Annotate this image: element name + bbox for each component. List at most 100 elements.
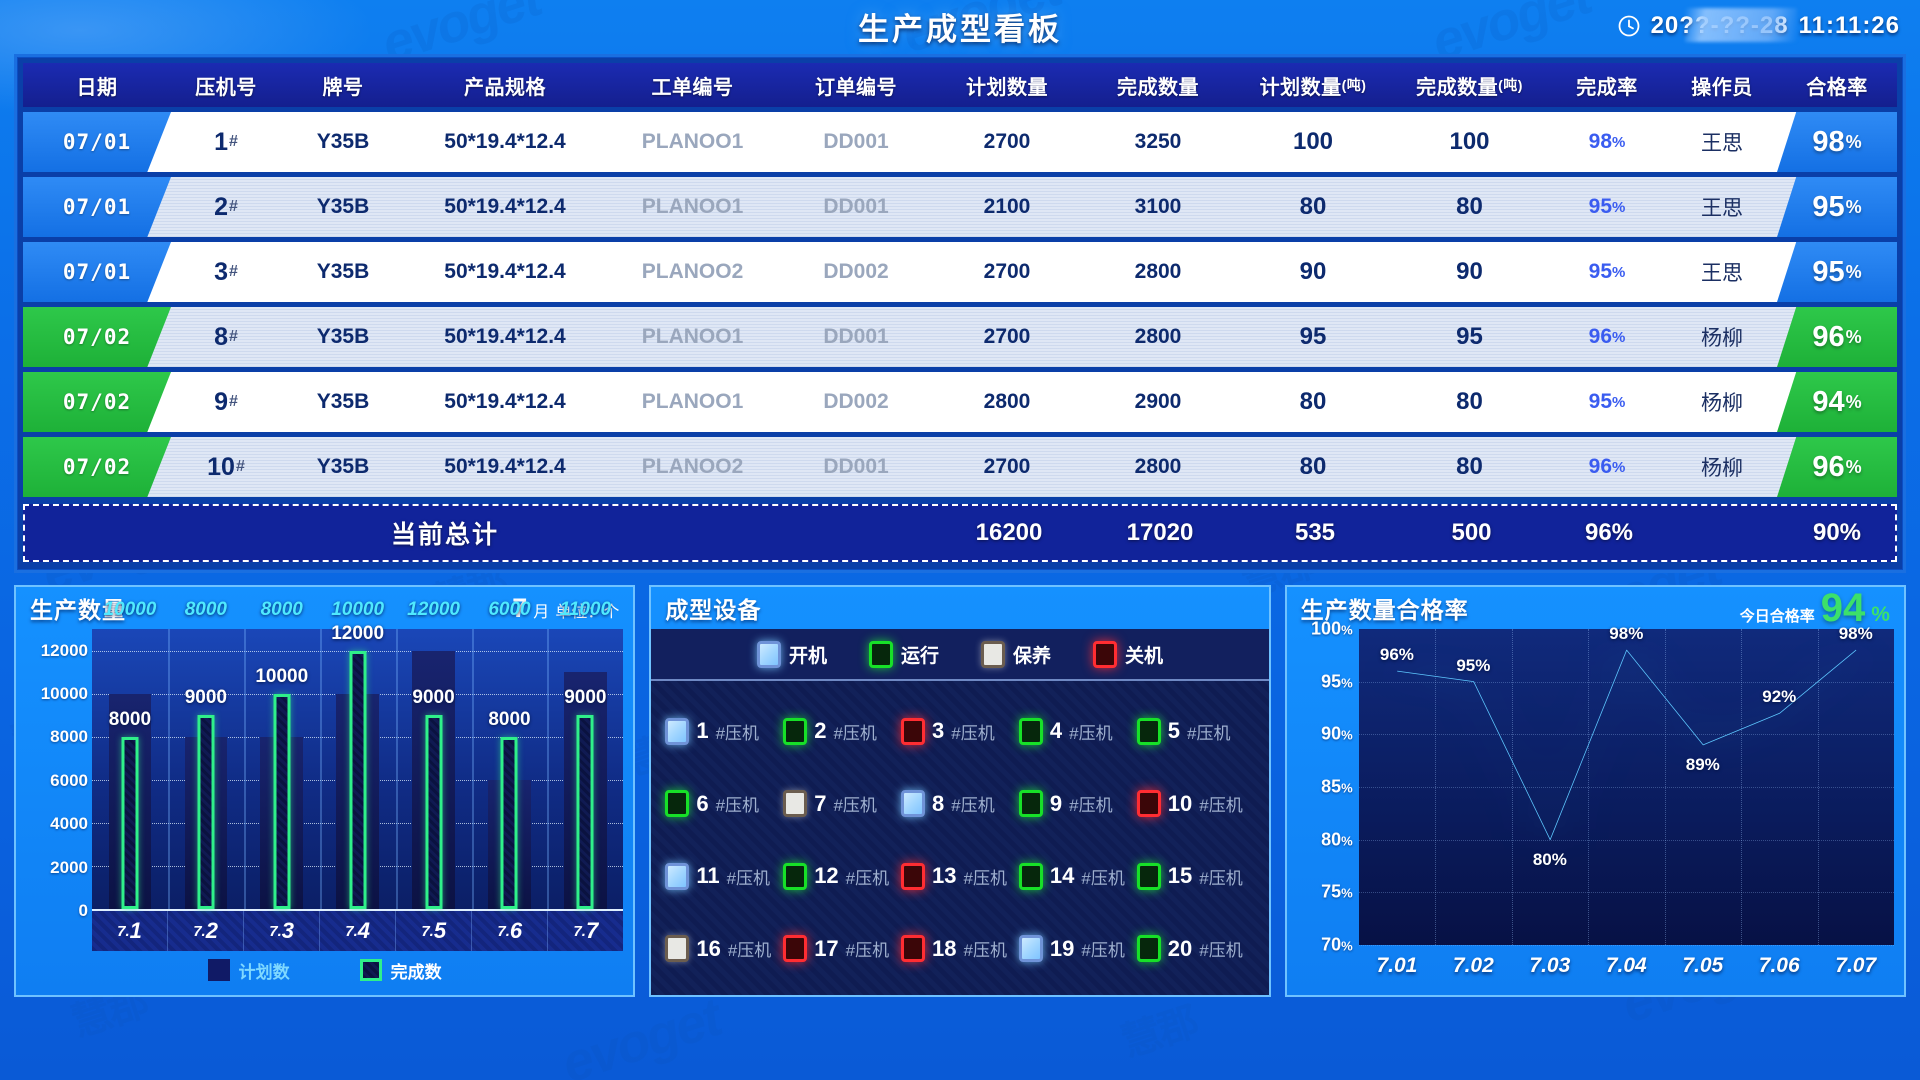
row-plan-qty: 2700 [983, 130, 1031, 153]
equipment-item-4[interactable]: 4 #压机 [1018, 717, 1137, 745]
equipment-item-7[interactable]: 7 #压机 [783, 790, 901, 818]
equipment-item-13[interactable]: 13 #压机 [901, 862, 1019, 890]
equipment-item-6[interactable]: 6 #压机 [665, 790, 783, 818]
line-point-value-label: 98% [1838, 624, 1873, 644]
row-brand: Y35B [316, 195, 370, 218]
bar-plan-value-label: 10000 [331, 599, 385, 620]
bar-y-tick-label: 4000 [50, 814, 88, 834]
status-led-off-icon [783, 935, 808, 963]
equipment-item-10[interactable]: 10 #压机 [1136, 790, 1255, 818]
row-press-number: 9 # [214, 387, 238, 416]
equipment-number: 8 [932, 790, 945, 816]
legend-label-plan: 计划数 [238, 962, 290, 982]
equipment-item-12[interactable]: 12 #压机 [783, 862, 901, 890]
bar-group[interactable]: 10000 12000 [320, 599, 396, 909]
legend-item-done: 完成数 [359, 958, 442, 983]
equipment-legend-item-maint: 保养 [980, 640, 1051, 668]
equipment-item-2[interactable]: 2 #压机 [783, 717, 901, 745]
equipment-item-11[interactable]: 11 #压机 [665, 862, 783, 890]
line-point-value-label: 80% [1532, 849, 1567, 869]
row-order: DD001 [823, 455, 889, 478]
equipment-suffix: #压机 [845, 941, 890, 961]
row-operator: 王思 [1701, 197, 1743, 220]
line-x-tick-label: 7.07 [1835, 954, 1877, 977]
row-completion-rate: 95% [1588, 260, 1626, 283]
table-row[interactable]: 07/02 9 # Y35B 50*19.4*12.4 PLANOO1 DD002 2800 2… [23, 372, 1897, 432]
row-press-number: 2 # [214, 192, 238, 221]
row-done-tons: 80 [1456, 388, 1483, 415]
equipment-number: 12 [814, 863, 839, 889]
bar-plan-value-label: 10000 [103, 599, 157, 620]
today-rate-label: 今日合格率 [1739, 607, 1815, 625]
equipment-legend-item-run: 运行 [868, 640, 939, 668]
equipment-item-18[interactable]: 18 #压机 [901, 935, 1019, 963]
equipment-item-1[interactable]: 1 #压机 [665, 717, 783, 745]
row-done-tons: 80 [1456, 193, 1483, 220]
totals-plan-tons: 535 [1294, 519, 1336, 546]
line-chart: 70% 75% 80% 85% 90% 95% 100% 96% 95% 80% 98% 89% 92… [1287, 619, 1904, 995]
equipment-suffix: #压机 [1187, 723, 1231, 743]
quality-rate-line [1359, 629, 1894, 945]
row-background [23, 112, 1897, 172]
row-done-tons: 90 [1456, 258, 1483, 285]
bar-x-tick-label: 7. 6 [472, 911, 549, 951]
equipment-item-14[interactable]: 14 #压机 [1018, 862, 1137, 890]
row-background [23, 437, 1897, 497]
table-row[interactable]: 07/01 1 # Y35B 50*19.4*12.4 PLANOO1 DD001 2700 3… [23, 112, 1897, 172]
equipment-suffix: #压机 [1081, 868, 1125, 888]
equipment-number: 13 [932, 863, 957, 889]
bar-group[interactable]: 12000 9000 [396, 599, 472, 909]
bar-panel-unit: 单位：个 [555, 603, 620, 621]
bar-group[interactable]: 8000 9000 [168, 599, 244, 909]
equipment-item-17[interactable]: 17 #压机 [783, 935, 901, 963]
col-header-spec: 产品规格 [464, 76, 546, 99]
table-row[interactable]: 07/01 3 # Y35B 50*19.4*12.4 PLANOO2 DD002 2700 2… [23, 242, 1897, 302]
equipment-legend-label: 运行 [900, 645, 939, 667]
legend-item-plan: 计划数 [207, 958, 290, 983]
row-workorder: PLANOO2 [641, 260, 744, 283]
equipment-item-3[interactable]: 3 #压机 [901, 717, 1019, 745]
row-done-qty: 2800 [1134, 325, 1182, 348]
equipment-item-8[interactable]: 8 #压机 [901, 790, 1019, 818]
row-plan-qty: 2700 [983, 455, 1031, 478]
bar-y-tick-label: 10000 [40, 684, 88, 704]
table-totals-row: 当前总计 16200 17020 535 500 96% 90% [23, 504, 1897, 562]
bar-group[interactable]: 11000 9000 [547, 599, 623, 909]
bar-chart-plot-area: 10000 8000 8000 9000 8000 10000 10000 12000 1200… [92, 599, 624, 911]
legend-label-done: 完成数 [390, 962, 442, 982]
table-body: 07/01 1 # Y35B 50*19.4*12.4 PLANOO1 DD001 2700 3… [23, 112, 1897, 497]
table-row[interactable]: 07/02 10 # Y35B 50*19.4*12.4 PLANOO2 DD001 2700… [23, 437, 1897, 497]
bar-group[interactable]: 10000 8000 [92, 599, 168, 909]
equipment-item-16[interactable]: 16 #压机 [665, 935, 783, 963]
bar-done-value-label: 9000 [564, 687, 607, 709]
line-chart-x-axis: 7.01 7.02 7.03 7.04 7.05 7.06 7.07 [1359, 945, 1894, 987]
line-y-tick-label: 100% [1311, 618, 1353, 639]
date-badge: 07/02 [23, 437, 171, 497]
bar-done-value-label: 9000 [412, 687, 455, 709]
equipment-panel-title: 成型设备 [665, 597, 762, 623]
line-gridline-horizontal [1358, 681, 1894, 683]
bar-group[interactable]: 8000 10000 [244, 599, 320, 909]
equipment-item-15[interactable]: 15 #压机 [1136, 862, 1255, 890]
line-gridline-horizontal [1358, 787, 1894, 788]
row-completion-rate: 95% [1588, 195, 1626, 218]
status-led-run-icon [783, 862, 808, 890]
table-row[interactable]: 07/02 8 # Y35B 50*19.4*12.4 PLANOO1 DD001 2700 2… [23, 307, 1897, 367]
row-done-tons: 80 [1456, 453, 1483, 480]
line-x-tick-label: 7.01 [1376, 954, 1418, 977]
equipment-number: 2 [814, 718, 827, 744]
bar-column-separator [547, 629, 550, 909]
row-completion-rate: 96% [1588, 325, 1626, 348]
equipment-item-20[interactable]: 20 #压机 [1136, 935, 1255, 963]
equipment-item-9[interactable]: 9 #压机 [1018, 790, 1137, 818]
table-row[interactable]: 07/01 2 # Y35B 50*19.4*12.4 PLANOO1 DD001 2100 3… [23, 177, 1897, 237]
bar-done [500, 736, 518, 909]
row-date: 07/01 [23, 177, 171, 237]
bar-group[interactable]: 6000 8000 [472, 599, 548, 909]
row-brand: Y35B [316, 130, 370, 153]
equipment-suffix: #压机 [1199, 796, 1243, 816]
line-y-tick-label: 70% [1321, 934, 1353, 955]
status-led-run-icon [868, 640, 893, 668]
equipment-item-5[interactable]: 5 #压机 [1136, 717, 1255, 745]
equipment-item-19[interactable]: 19 #压机 [1018, 935, 1137, 963]
